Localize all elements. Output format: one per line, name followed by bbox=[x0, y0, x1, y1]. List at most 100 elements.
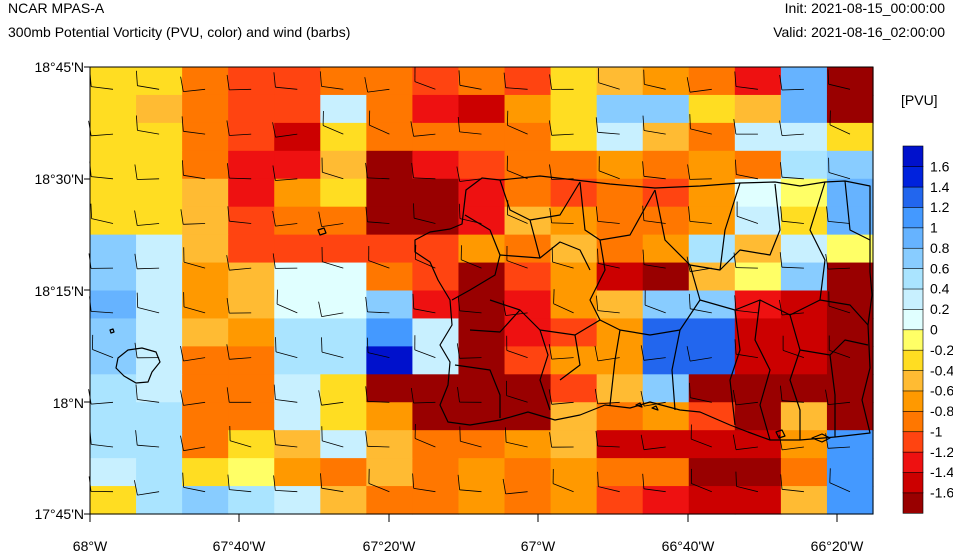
wind-barb-feather bbox=[595, 206, 599, 222]
wind-barb-shaft bbox=[322, 261, 344, 269]
pv-cell bbox=[412, 150, 460, 180]
pv-cell bbox=[90, 178, 137, 208]
pv-cell bbox=[642, 94, 690, 124]
pv-cell bbox=[734, 262, 782, 292]
lat-label-1845: 18°45'N bbox=[34, 59, 84, 75]
pv-cell bbox=[688, 486, 736, 515]
wind-barb-feather bbox=[640, 345, 645, 361]
pv-cell bbox=[182, 262, 229, 292]
wind-barb-shaft bbox=[459, 310, 482, 314]
islet bbox=[775, 429, 786, 439]
wind-barb-feather bbox=[136, 115, 138, 131]
pv-cell bbox=[734, 318, 782, 347]
colorbar-level-label: -0.8 bbox=[930, 403, 953, 419]
colorbar-bin bbox=[902, 227, 924, 249]
coastline-and-municipal-borders bbox=[109, 175, 873, 443]
pv-cell bbox=[320, 318, 367, 347]
pv-cell bbox=[688, 122, 736, 152]
wind-barb-shaft bbox=[829, 124, 851, 135]
wind-barb-shaft bbox=[690, 308, 712, 314]
pv-cell bbox=[320, 430, 367, 459]
wind-barb-shaft bbox=[781, 176, 804, 180]
wind-barb-shaft bbox=[369, 124, 390, 135]
municipal-border bbox=[799, 339, 869, 356]
wind-barb-feather bbox=[780, 162, 783, 178]
valid-time: Valid: 2021-08-16_02:00:00 bbox=[773, 24, 945, 40]
wind-barb-feather bbox=[135, 430, 138, 446]
colorbar-level-label: -0.2 bbox=[930, 342, 953, 358]
colorbar-unit-label: [PVU] bbox=[901, 92, 938, 108]
wind-barb-shaft bbox=[506, 441, 528, 448]
pv-cell bbox=[550, 262, 598, 292]
wind-barb-feather bbox=[365, 431, 368, 447]
municipal-border bbox=[469, 309, 521, 333]
wind-barb-shaft bbox=[367, 177, 390, 180]
colorbar-bin bbox=[902, 247, 924, 269]
pv-cell bbox=[228, 458, 275, 487]
pv-cell bbox=[734, 346, 782, 375]
pv-cell bbox=[504, 67, 552, 96]
pv-cell bbox=[320, 346, 367, 375]
municipal-border bbox=[789, 314, 801, 440]
wind-barb-feather bbox=[779, 299, 783, 316]
wind-barb-shaft bbox=[506, 350, 528, 358]
pv-cell bbox=[780, 318, 828, 347]
pv-cell bbox=[228, 234, 275, 264]
pv-cell bbox=[412, 262, 460, 292]
wind-barb-feather bbox=[734, 339, 737, 355]
pv-cell bbox=[458, 94, 506, 124]
model-name: NCAR MPAS-A bbox=[8, 0, 105, 16]
pv-cell bbox=[274, 402, 321, 431]
wind-barb-shaft bbox=[597, 401, 620, 405]
wind-barb-shaft bbox=[782, 446, 804, 451]
wind-barb-shaft bbox=[735, 401, 758, 406]
wind-barb-shaft bbox=[690, 128, 712, 135]
pv-cell bbox=[642, 67, 690, 96]
wind-barb-feather bbox=[365, 386, 368, 402]
municipal-border bbox=[619, 329, 681, 336]
lon-label-6620w: 66°20'W bbox=[811, 538, 864, 554]
islet bbox=[109, 328, 115, 334]
wind-barb-shaft bbox=[551, 357, 574, 360]
pv-cell bbox=[136, 178, 183, 208]
wind-barb-feather bbox=[136, 292, 139, 308]
wind-barb-shaft bbox=[781, 220, 804, 224]
pv-cell bbox=[826, 94, 874, 124]
pv-cell bbox=[596, 430, 644, 459]
pv-cell bbox=[228, 346, 275, 375]
colorbar-bin bbox=[902, 329, 924, 351]
pv-cell bbox=[688, 430, 736, 459]
pv-cell bbox=[504, 430, 552, 459]
wind-barb-shaft bbox=[459, 357, 482, 359]
wind-barb-feather bbox=[273, 475, 276, 491]
pv-cell bbox=[136, 94, 183, 124]
wind-barb-feather bbox=[181, 116, 184, 132]
pv-cell bbox=[826, 67, 874, 96]
wind-barb-feather bbox=[135, 384, 138, 400]
lon-label-6740w: 67°40'W bbox=[213, 538, 266, 554]
wind-barb-feather bbox=[686, 346, 691, 362]
municipal-border bbox=[844, 180, 871, 241]
wind-barb-feather bbox=[827, 69, 829, 85]
pv-cell bbox=[504, 94, 552, 124]
wind-barb-shaft bbox=[367, 311, 390, 314]
wind-barb-feather bbox=[825, 433, 829, 449]
wind-barb-feather bbox=[687, 164, 691, 180]
wind-barb-feather bbox=[134, 253, 138, 269]
pv-cell bbox=[826, 458, 874, 487]
wind-barb-shaft bbox=[91, 311, 114, 314]
pv-cell bbox=[136, 262, 183, 292]
pv-cell bbox=[734, 150, 782, 180]
pv-cell bbox=[182, 458, 229, 487]
pv-cell bbox=[504, 262, 552, 292]
pv-cell bbox=[734, 122, 782, 152]
pv-cell bbox=[366, 374, 414, 403]
wind-barb-feather bbox=[503, 72, 506, 88]
islet bbox=[651, 405, 659, 411]
municipal-border bbox=[689, 183, 781, 271]
colorbar-labels: 1.6 1.4 1.2 1 0.8 0.6 0.4 0.2 0 -0.2 -0.4 -0.6 -0.8 -… bbox=[930, 158, 953, 500]
wind-barb-shaft bbox=[321, 351, 344, 358]
wind-barb-feather bbox=[825, 254, 829, 270]
